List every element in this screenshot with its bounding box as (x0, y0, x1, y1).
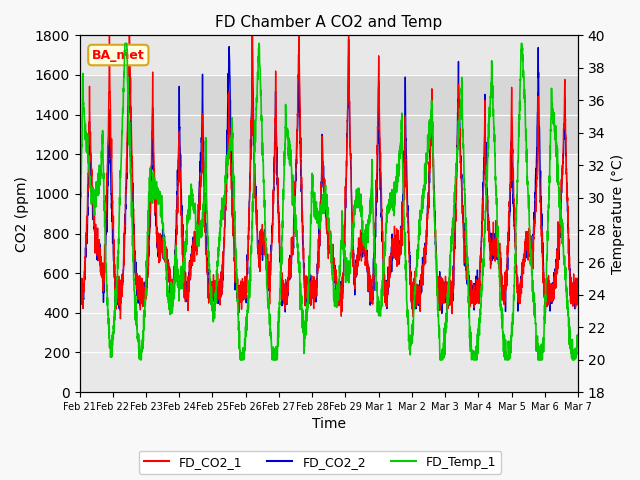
Text: BA_met: BA_met (92, 48, 145, 61)
Y-axis label: CO2 (ppm): CO2 (ppm) (15, 176, 29, 252)
Bar (79, 75, 578, 154)
Legend: FD_CO2_1, FD_CO2_2, FD_Temp_1: FD_CO2_1, FD_CO2_2, FD_Temp_1 (139, 451, 501, 474)
Y-axis label: Temperature (°C): Temperature (°C) (611, 154, 625, 274)
X-axis label: Time: Time (312, 418, 346, 432)
Title: FD Chamber A CO2 and Temp: FD Chamber A CO2 and Temp (215, 15, 442, 30)
